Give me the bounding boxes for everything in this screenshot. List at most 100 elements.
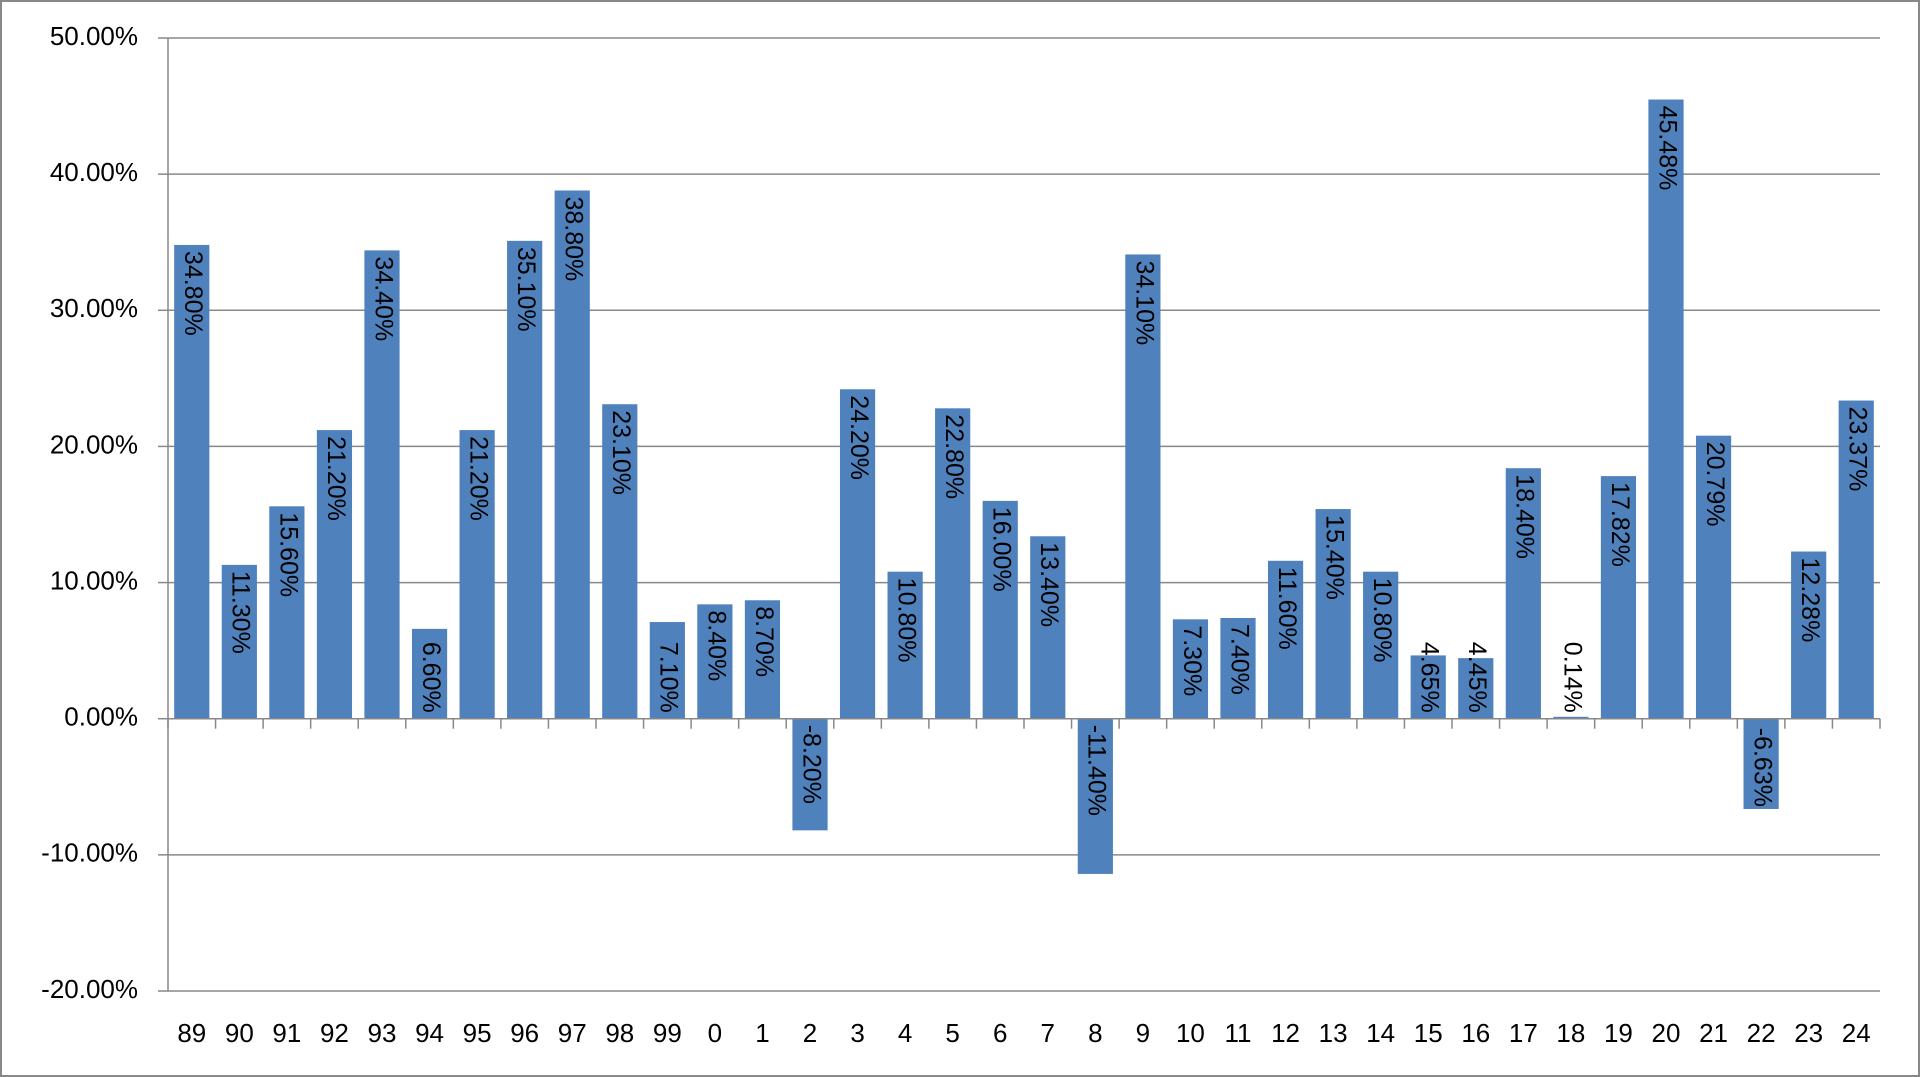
data-label: 34.80% [179, 251, 207, 336]
data-label: 34.40% [369, 256, 397, 341]
data-label: 13.40% [1035, 542, 1063, 627]
bar [1553, 716, 1589, 719]
data-label: 24.20% [845, 395, 873, 480]
x-tick-label: 1 [755, 1018, 769, 1048]
x-tick-label: 91 [272, 1018, 301, 1048]
x-tick-label: 8 [1088, 1018, 1102, 1048]
bar [1648, 99, 1684, 719]
x-tick-label: 95 [463, 1018, 492, 1048]
bar [1125, 254, 1161, 719]
bar [1267, 560, 1304, 719]
y-tick-label: -20.00% [41, 974, 138, 1004]
bar [459, 430, 495, 719]
bar [1410, 655, 1446, 719]
data-label: 21.20% [322, 436, 350, 521]
x-tick-label: 12 [1271, 1018, 1300, 1048]
y-tick-label: 20.00% [50, 429, 138, 459]
x-tick-label: 23 [1794, 1018, 1823, 1048]
x-tick-label: 90 [225, 1018, 254, 1048]
bar [1030, 536, 1066, 719]
data-label: 11.30% [227, 571, 255, 654]
bar [1220, 617, 1256, 719]
data-label: 7.40% [1225, 624, 1253, 695]
data-label: 15.40% [1321, 515, 1349, 600]
data-label: 22.80% [940, 414, 968, 499]
bar [411, 628, 448, 719]
data-label: 7.30% [1178, 625, 1206, 696]
bar [221, 564, 257, 719]
data-label: 8.70% [750, 606, 778, 677]
data-label: 10.80% [1368, 578, 1396, 663]
x-tick-label: 11 [1225, 1018, 1252, 1048]
x-tick-label: 93 [368, 1018, 397, 1048]
bar [364, 250, 400, 719]
bar [1743, 718, 1779, 809]
x-tick-label: 9 [1136, 1018, 1150, 1048]
x-tick-label: 7 [1041, 1018, 1055, 1048]
data-label: 17.82% [1606, 482, 1634, 567]
bar [269, 506, 305, 719]
data-label: 4.65% [1416, 642, 1444, 713]
bar [697, 604, 733, 719]
y-tick-label: 0.00% [64, 702, 138, 732]
data-label: 18.40% [1511, 474, 1539, 559]
bar [1505, 468, 1541, 719]
bar [316, 430, 353, 719]
y-tick-label: -10.00% [41, 838, 138, 868]
x-tick-label: 94 [415, 1018, 444, 1048]
y-tick-label: 30.00% [50, 293, 138, 323]
bar [649, 622, 685, 719]
x-tick-label: 19 [1604, 1018, 1633, 1048]
x-tick-label: 18 [1556, 1018, 1585, 1048]
x-tick-label: 14 [1366, 1018, 1395, 1048]
data-label: 35.10% [512, 247, 540, 332]
x-tick-label: 6 [993, 1018, 1007, 1048]
x-tick-label: 10 [1176, 1018, 1205, 1048]
bar [982, 500, 1018, 719]
bar [554, 190, 590, 719]
x-tick-label: 16 [1461, 1018, 1490, 1048]
data-label: 20.79% [1701, 442, 1729, 527]
x-tick-label: 97 [558, 1018, 587, 1048]
x-tick-label: 21 [1699, 1018, 1728, 1048]
data-label: 38.80% [560, 196, 588, 281]
data-label: 4.45% [1463, 642, 1491, 713]
data-label: 34.10% [1130, 260, 1158, 345]
data-label: -11.40% [1083, 725, 1111, 816]
data-label: 6.60% [417, 642, 445, 713]
x-tick-label: 92 [320, 1018, 349, 1048]
bar [839, 389, 876, 719]
bar [935, 408, 971, 719]
bar [1458, 658, 1494, 719]
bar [1077, 718, 1113, 874]
x-tick-label: 5 [945, 1018, 959, 1048]
data-label: 21.20% [465, 436, 493, 521]
x-tick-label: 15 [1414, 1018, 1443, 1048]
x-tick-label: 4 [898, 1018, 912, 1048]
data-label: -6.63% [1749, 728, 1777, 807]
bar [887, 571, 923, 719]
data-label: 23.10% [607, 410, 635, 495]
x-tick-label: 13 [1319, 1018, 1348, 1048]
bar [174, 244, 210, 719]
y-tick-label: 40.00% [50, 157, 138, 187]
x-tick-label: 17 [1509, 1018, 1538, 1048]
data-label: 23.37% [1844, 407, 1872, 492]
bar [1172, 619, 1209, 719]
x-tick-label: 22 [1747, 1018, 1776, 1048]
x-tick-label: 89 [177, 1018, 206, 1048]
bar [507, 240, 543, 719]
x-tick-label: 98 [605, 1018, 634, 1048]
bar [1600, 476, 1637, 719]
x-tick-label: 96 [510, 1018, 539, 1048]
bar [1791, 551, 1827, 719]
bar [1363, 571, 1399, 719]
data-label: 15.60% [274, 512, 302, 597]
data-label: 7.10% [655, 642, 683, 713]
bar [1695, 435, 1732, 719]
data-label: 45.48% [1653, 106, 1681, 191]
bar [1838, 400, 1874, 719]
x-tick-label: 0 [708, 1018, 722, 1048]
